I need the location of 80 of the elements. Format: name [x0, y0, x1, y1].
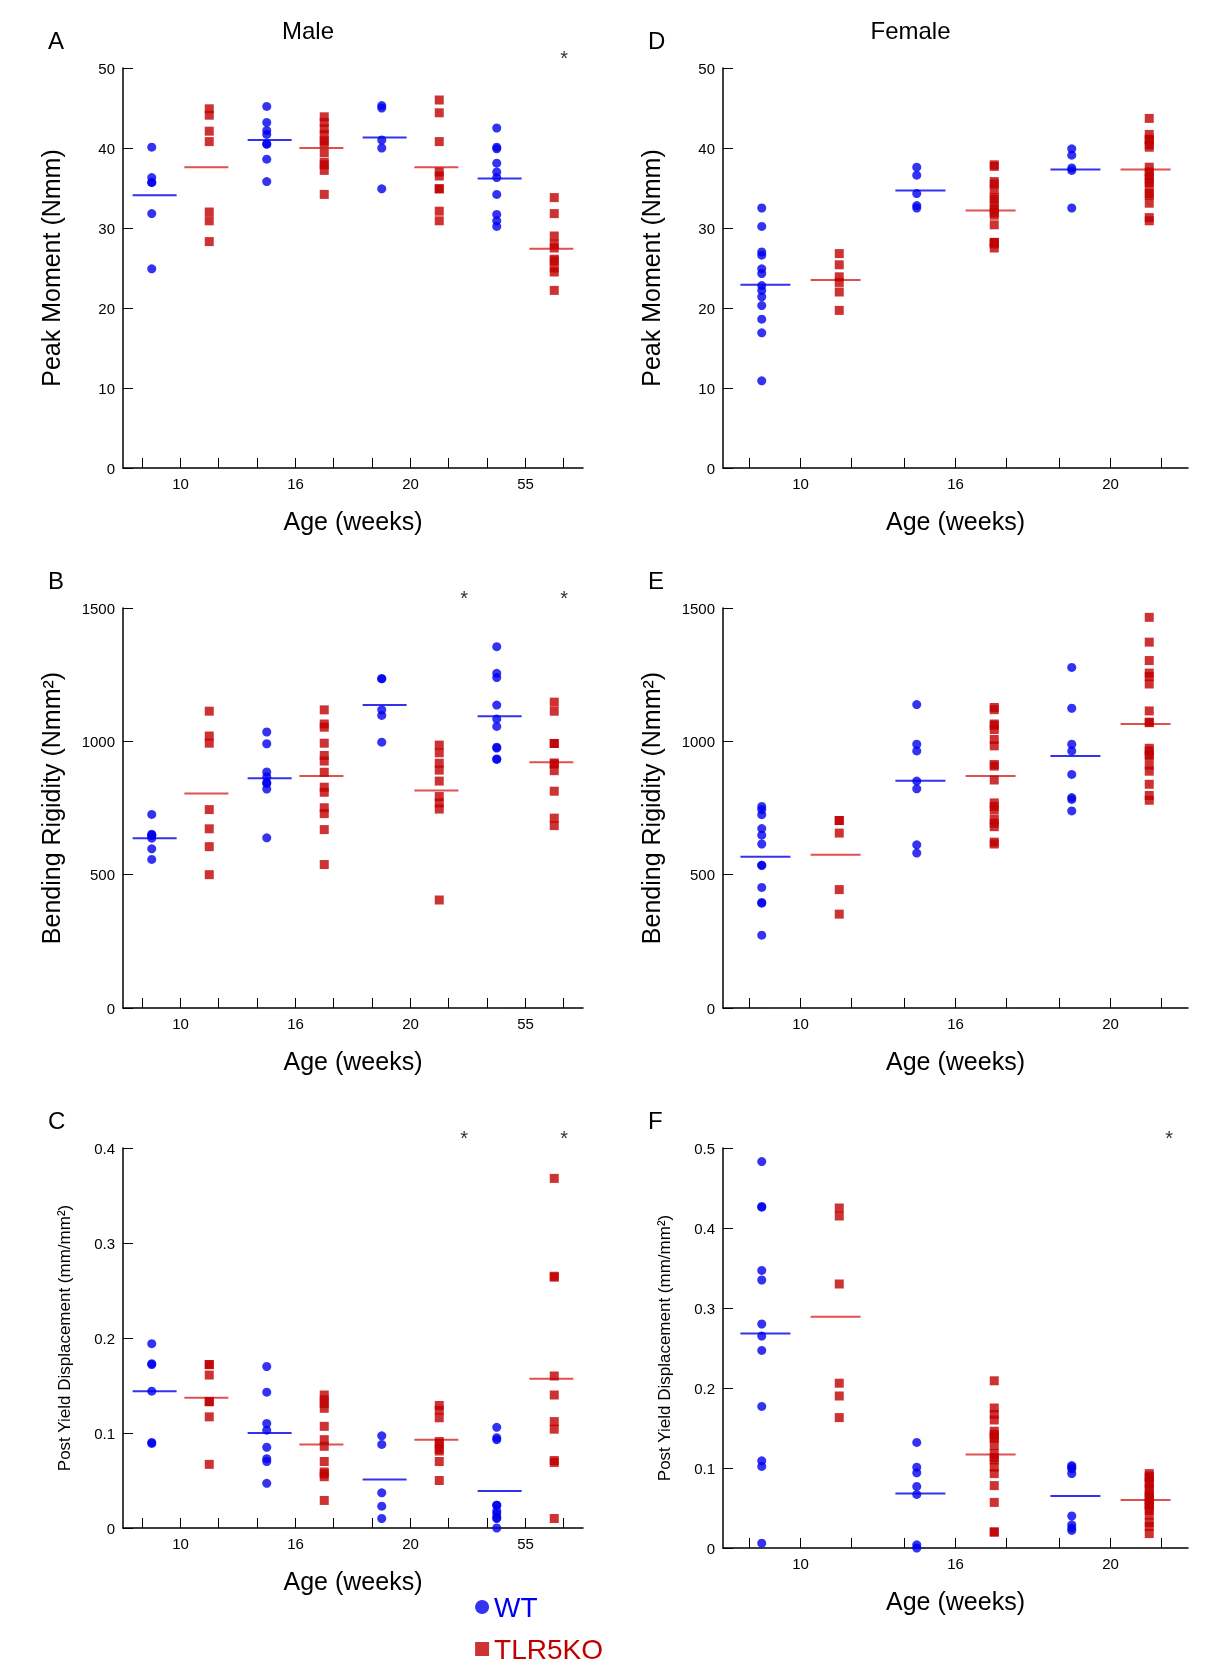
y-tick-label: 0: [106, 459, 115, 477]
x-axis-title: Age (weeks): [283, 1046, 423, 1075]
y-axis-title: Peak Moment (Nmm): [636, 149, 665, 387]
x-tick-label: 10: [792, 475, 809, 492]
x-axis-title: Age (weeks): [886, 1046, 1025, 1075]
y-tick-label: 1000: [681, 732, 715, 750]
x-tick-label: 10: [792, 1555, 809, 1572]
annotation: *: [560, 1127, 569, 1149]
x-tick-label: 55: [517, 1535, 534, 1552]
annotation: *: [1165, 1127, 1174, 1149]
y-tick-label: 10: [698, 379, 715, 397]
y-tick-label: 500: [689, 866, 715, 884]
x-tick-label: 16: [947, 1555, 964, 1572]
legend-label: WT: [494, 1591, 538, 1623]
y-tick-label: 0: [706, 459, 715, 477]
legend-label: TLR5KO: [494, 1633, 604, 1665]
text: C: [48, 1106, 66, 1134]
chart-title: Male: [281, 16, 335, 44]
x-tick-label: 55: [517, 475, 534, 492]
y-tick-label: 500: [89, 866, 115, 884]
x-tick-label: 20: [402, 1535, 419, 1552]
x-tick-label: 20: [402, 475, 419, 492]
y-tick-label: 50: [98, 59, 115, 77]
y-tick-label: 40: [98, 139, 115, 157]
y-tick-label: 50: [698, 59, 715, 77]
text: A: [48, 26, 65, 54]
y-tick-label: 0.1: [94, 1424, 115, 1442]
annotation: *: [460, 1127, 469, 1149]
y-tick-label: 0: [106, 1519, 115, 1537]
y-tick-label: 40: [698, 139, 715, 157]
y-tick-label: 0.3: [94, 1234, 115, 1252]
annotation: *: [560, 47, 569, 69]
y-axis-title: Post Yield Displacement (mm/mm²): [55, 1204, 74, 1472]
text: B: [48, 566, 65, 594]
chart-title: Female: [870, 16, 951, 44]
y-tick-label: 1000: [81, 732, 115, 750]
x-axis-title: Age (weeks): [886, 506, 1025, 535]
y-tick-label: 0: [706, 1539, 715, 1557]
y-tick-label: 0: [106, 999, 115, 1017]
y-tick-label: 30: [98, 219, 115, 237]
y-tick-label: 0.4: [694, 1219, 715, 1237]
y-axis-title: Bending Rigidity (Nmm²): [636, 671, 665, 945]
x-tick-label: 16: [947, 1015, 964, 1032]
x-axis-title: Age (weeks): [283, 506, 423, 535]
x-tick-label: 16: [287, 475, 304, 492]
x-tick-label: 20: [1102, 1555, 1119, 1572]
y-tick-label: 0: [706, 999, 715, 1017]
y-tick-label: 0.2: [94, 1329, 115, 1347]
x-tick-label: 20: [402, 1015, 419, 1032]
x-tick-label: 55: [517, 1015, 534, 1032]
y-tick-label: 20: [698, 299, 715, 317]
y-tick-label: 0.5: [694, 1139, 715, 1157]
x-tick-label: 10: [172, 1015, 189, 1032]
y-axis-title: Post Yield Displacement (mm/mm²): [655, 1214, 674, 1482]
x-tick-label: 10: [792, 1015, 809, 1032]
x-axis-title: Age (weeks): [886, 1586, 1025, 1615]
y-tick-label: 1500: [81, 599, 115, 617]
x-tick-label: 16: [287, 1015, 304, 1032]
x-axis-title: Age (weeks): [283, 1566, 423, 1595]
y-tick-label: 30: [698, 219, 715, 237]
annotation: *: [560, 587, 569, 609]
y-axis-title: Bending Rigidity (Nmm²): [36, 671, 65, 945]
annotation: *: [460, 587, 469, 609]
y-tick-label: 0.2: [694, 1379, 715, 1397]
x-tick-label: 10: [172, 1535, 189, 1552]
y-tick-label: 0.1: [694, 1459, 715, 1477]
y-axis-title: Peak Moment (Nmm): [36, 149, 65, 387]
text: D: [648, 26, 666, 54]
x-tick-label: 16: [287, 1535, 304, 1552]
y-tick-label: 20: [98, 299, 115, 317]
x-tick-label: 20: [1102, 1015, 1119, 1032]
x-tick-label: 16: [947, 475, 964, 492]
y-tick-label: 0.4: [94, 1139, 115, 1157]
x-tick-label: 10: [172, 475, 189, 492]
y-tick-label: 10: [98, 379, 115, 397]
text: E: [648, 566, 665, 594]
x-tick-label: 20: [1102, 475, 1119, 492]
y-tick-label: 1500: [681, 599, 715, 617]
text: F: [648, 1106, 663, 1134]
y-tick-label: 0.3: [694, 1299, 715, 1317]
